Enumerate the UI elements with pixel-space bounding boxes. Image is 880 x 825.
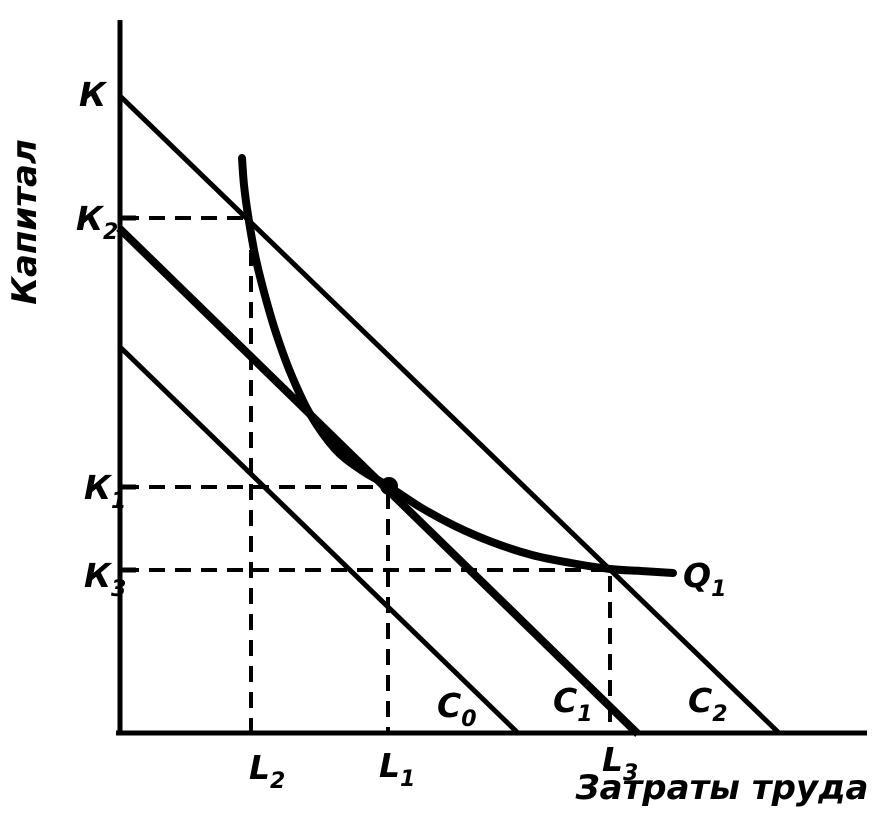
isocost-label-C1: C1 [553,681,593,727]
chart-geometry [116,20,867,737]
y-tick-label-K2: К2 [76,199,118,245]
isocost-label-C0: C0 [437,686,477,732]
isoquant-curve-Q1 [238,154,677,577]
x-tick-label-L1: L1 [379,746,415,792]
y-tick-label-K: К [79,75,108,114]
y-axis-title: Капитал [5,139,45,305]
tangency-point-dot [380,477,398,495]
isocost-line-C2 [117,93,781,735]
y-tick-label-K3: К3 [84,556,126,602]
isocost-line-C0 [117,344,521,736]
isocost-label-C2: C2 [688,681,728,727]
x-tick-label-L2: L2 [249,748,285,794]
x-axis-title: Затраты труда [575,768,869,808]
x-tick-label-L3: L3 [602,740,638,786]
isoquant-label-Q1: Q1 [683,556,726,602]
y-tick-label-K1: К1 [84,468,126,514]
